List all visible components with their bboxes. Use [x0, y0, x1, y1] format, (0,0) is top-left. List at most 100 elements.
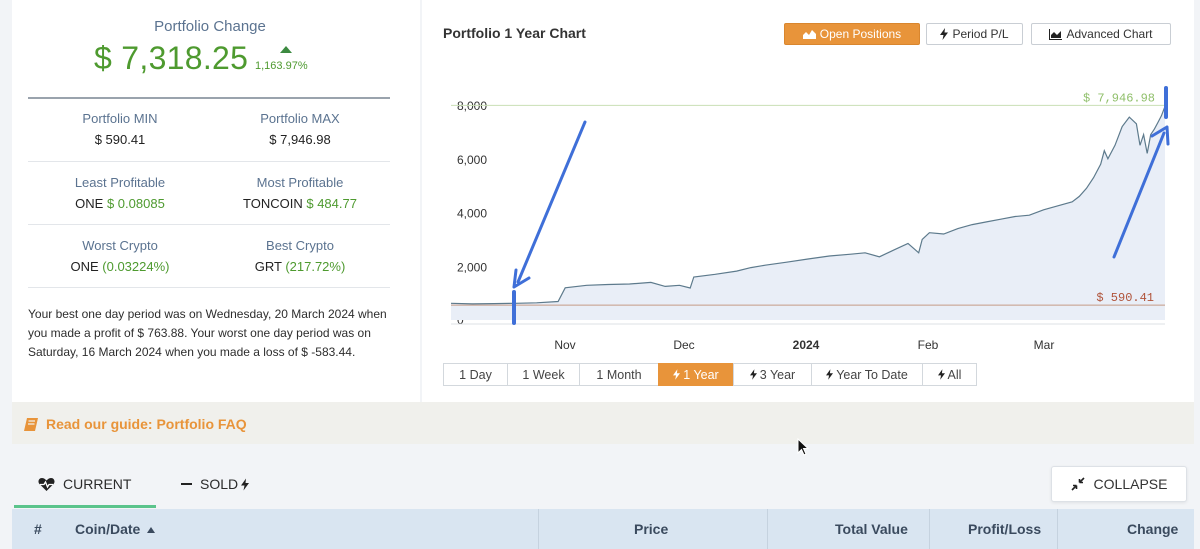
y-tick-label: 6,000 [457, 153, 487, 167]
most-profitable-amount: $ 484.77 [306, 196, 357, 211]
column-separator [1057, 509, 1058, 549]
most-profitable-label: Most Profitable [256, 175, 344, 190]
period-pl-button[interactable]: Period P/L [926, 23, 1023, 45]
least-profitable-label: Least Profitable [74, 175, 166, 190]
sort-up-icon [147, 527, 156, 533]
column-header-coin-date[interactable]: Coin/Date [75, 521, 156, 537]
positions-table-header [12, 509, 1194, 549]
mouse-cursor-icon [797, 438, 809, 456]
x-tick-label: Nov [554, 338, 575, 352]
y-tick-label: 2,000 [457, 260, 487, 274]
open-positions-button[interactable]: Open Positions [784, 23, 920, 45]
worst-crypto-coin: ONE [70, 259, 99, 274]
portfolio-faq-link[interactable]: Read our guide: Portfolio FAQ [46, 416, 247, 432]
portfolio-change-percent: 1,163.97% [255, 60, 308, 72]
range-1-day-label: 1 Day [459, 367, 492, 382]
portfolio-value-line [450, 106, 1166, 305]
lightning-icon [937, 369, 945, 380]
heartbeat-icon [38, 477, 55, 491]
worst-crypto-value: ONE (0.03224%) [30, 259, 210, 274]
range-3-year-button[interactable]: 3 Year [733, 363, 812, 386]
range-all-label: All [947, 367, 962, 382]
column-separator [929, 509, 930, 549]
portfolio-max-label: Portfolio MAX [260, 111, 340, 126]
up-arrow-icon [280, 46, 292, 53]
portfolio-min-label: Portfolio MIN [82, 111, 158, 126]
worst-crypto-label: Worst Crypto [82, 238, 158, 253]
range-ytd-button[interactable]: Year To Date [811, 363, 923, 386]
most-profitable-coin: TONCOIN [243, 196, 303, 211]
y-tick-label: 4,000 [457, 207, 487, 221]
column-header-total-value[interactable]: Total Value [835, 521, 908, 537]
tab-sold[interactable]: SOLD [181, 476, 250, 492]
annotation-arrow-right [1112, 131, 1166, 259]
portfolio-max-value: $ 7,946.98 [269, 132, 331, 147]
portfolio-change-value: $ 7,318.25 [94, 40, 249, 76]
y-tick-label: 8,000 [457, 99, 487, 113]
best-crypto-percent: (217.72%) [285, 259, 346, 274]
range-1-year-button[interactable]: 1 Year [658, 363, 734, 386]
divider [28, 161, 390, 162]
annotation-arrow-left [516, 120, 587, 284]
area-chart-icon [802, 30, 816, 39]
divider [28, 224, 390, 225]
collapse-label: COLLAPSE [1093, 476, 1168, 492]
positions-tabs-bar [12, 461, 1194, 509]
x-tick-label: Mar [1034, 338, 1055, 352]
portfolio-min: Portfolio MIN $ 590.41 [30, 111, 210, 147]
advanced-chart-button[interactable]: Advanced Chart [1031, 23, 1171, 45]
portfolio-min-value: $ 590.41 [94, 132, 146, 147]
range-1-day-button[interactable]: 1 Day [443, 363, 508, 386]
column-header-coin-date-label: Coin/Date [75, 521, 141, 537]
range-3-year-label: 3 Year [759, 367, 796, 382]
book-icon [24, 418, 38, 431]
annotation-arrowhead-right [1150, 125, 1170, 146]
active-tab-indicator [14, 505, 156, 508]
lightning-icon [673, 369, 681, 380]
range-all-button[interactable]: All [922, 363, 977, 386]
advanced-chart-label: Advanced Chart [1066, 27, 1153, 41]
tab-current[interactable]: CURRENT [38, 476, 131, 492]
range-1-month-label: 1 Month [596, 367, 642, 382]
portfolio-change-title: Portfolio Change [154, 18, 266, 35]
best-crypto: Best Crypto GRT (217.72%) [210, 238, 390, 274]
collapse-button[interactable]: COLLAPSE [1051, 466, 1187, 502]
best-crypto-coin: GRT [254, 259, 282, 274]
tab-sold-label: SOLD [200, 476, 239, 492]
least-profitable-coin: ONE [75, 196, 104, 211]
most-profitable: Most Profitable TONCOIN $ 484.77 [210, 175, 390, 211]
guide-bar [12, 402, 1194, 444]
range-1-week-label: 1 Week [522, 367, 565, 382]
max-value-label: $ 7,946.98 [1083, 91, 1155, 105]
min-value-label: $ 590.41 [1096, 291, 1154, 305]
lightning-icon [749, 369, 757, 380]
worst-crypto-percent: (0.03224%) [102, 259, 170, 274]
open-positions-label: Open Positions [819, 27, 902, 41]
range-ytd-label: Year To Date [836, 367, 908, 382]
column-header-change[interactable]: Change [1127, 521, 1179, 537]
x-tick-label: Feb [918, 338, 939, 352]
collapse-arrows-icon [1070, 477, 1085, 491]
x-tick-label: Dec [673, 338, 694, 352]
column-header-profit-loss[interactable]: Profit/Loss [968, 521, 1042, 537]
annotation-arrowhead-left [512, 268, 531, 289]
area-chart-icon [1049, 28, 1063, 40]
portfolio-summary-panel [12, 0, 420, 402]
best-worst-summary: Your best one day period was on Wednesda… [28, 307, 387, 359]
minus-icon [181, 482, 192, 486]
column-header-price[interactable]: Price [634, 521, 669, 537]
range-1-year-label: 1 Year [683, 367, 719, 382]
column-separator [538, 509, 539, 549]
lightning-icon [241, 478, 250, 490]
least-profitable-amount: $ 0.08085 [106, 196, 165, 211]
best-crypto-value: GRT (217.72%) [210, 259, 390, 274]
lightning-icon [940, 28, 949, 40]
tab-current-label: CURRENT [63, 476, 132, 492]
range-1-week-button[interactable]: 1 Week [507, 363, 580, 386]
lightning-icon [826, 369, 834, 380]
range-1-month-button[interactable]: 1 Month [579, 363, 659, 386]
x-tick-label: 2024 [793, 338, 820, 352]
best-crypto-label: Best Crypto [266, 238, 334, 253]
